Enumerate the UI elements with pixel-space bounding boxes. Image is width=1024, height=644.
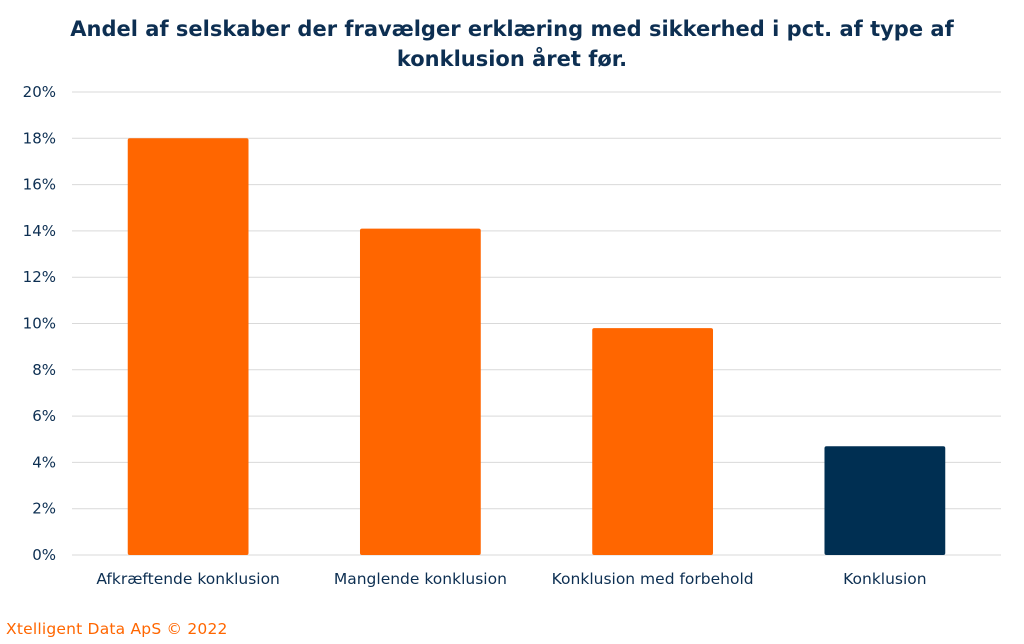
bar [592, 328, 714, 555]
y-tick-label: 12% [23, 268, 56, 286]
x-category-label: Konklusion med forbehold [552, 570, 754, 588]
chart-title-line: konklusion året før. [397, 46, 627, 71]
y-tick-label: 20% [23, 83, 56, 101]
footer-credit: Xtelligent Data ApS © 2022 [6, 620, 228, 638]
bar [127, 138, 249, 556]
chart-title-line: Andel af selskaber der fravælger erklæri… [70, 17, 954, 41]
x-category-label: Afkræftende konklusion [96, 570, 280, 588]
y-tick-label: 18% [23, 129, 56, 147]
bar [359, 228, 481, 555]
y-tick-label: 14% [23, 222, 56, 240]
x-category-label: Manglende konklusion [334, 570, 507, 588]
chart-title: Andel af selskaber der fravælger erklæri… [70, 17, 954, 71]
y-tick-label: 0% [32, 546, 56, 564]
x-category-label: Konklusion [843, 570, 927, 588]
bar [824, 446, 946, 555]
y-tick-label: 10% [23, 315, 56, 333]
y-tick-label: 16% [23, 176, 56, 194]
x-axis-category-labels: Afkræftende konklusion Manglende konklusi… [96, 570, 926, 588]
y-tick-label: 2% [32, 500, 56, 518]
y-tick-label: 4% [32, 453, 56, 471]
y-tick-label: 6% [32, 407, 56, 425]
bars [127, 138, 946, 556]
y-tick-label: 8% [32, 361, 56, 379]
y-axis-tick-labels: 0% 2% 4% 6% 8% 10% 12% 14% 16% 18% 20% [23, 83, 56, 564]
